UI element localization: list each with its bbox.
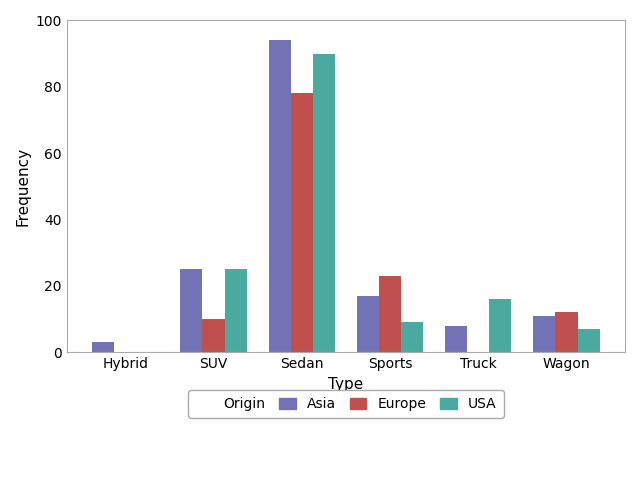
Bar <box>401 323 423 352</box>
Bar <box>533 316 556 352</box>
Bar <box>269 40 291 352</box>
X-axis label: Type: Type <box>328 377 364 392</box>
Bar <box>445 326 467 352</box>
Bar <box>577 329 600 352</box>
Bar <box>291 94 313 352</box>
Bar <box>225 269 246 352</box>
Bar <box>180 269 202 352</box>
Y-axis label: Frequency: Frequency <box>15 147 30 226</box>
Bar <box>556 312 577 352</box>
Bar <box>92 342 114 352</box>
Bar <box>490 299 511 352</box>
Bar <box>313 54 335 352</box>
Bar <box>357 296 379 352</box>
Bar <box>202 319 225 352</box>
Bar <box>379 276 401 352</box>
Legend: Origin, Asia, Europe, USA: Origin, Asia, Europe, USA <box>188 390 504 418</box>
